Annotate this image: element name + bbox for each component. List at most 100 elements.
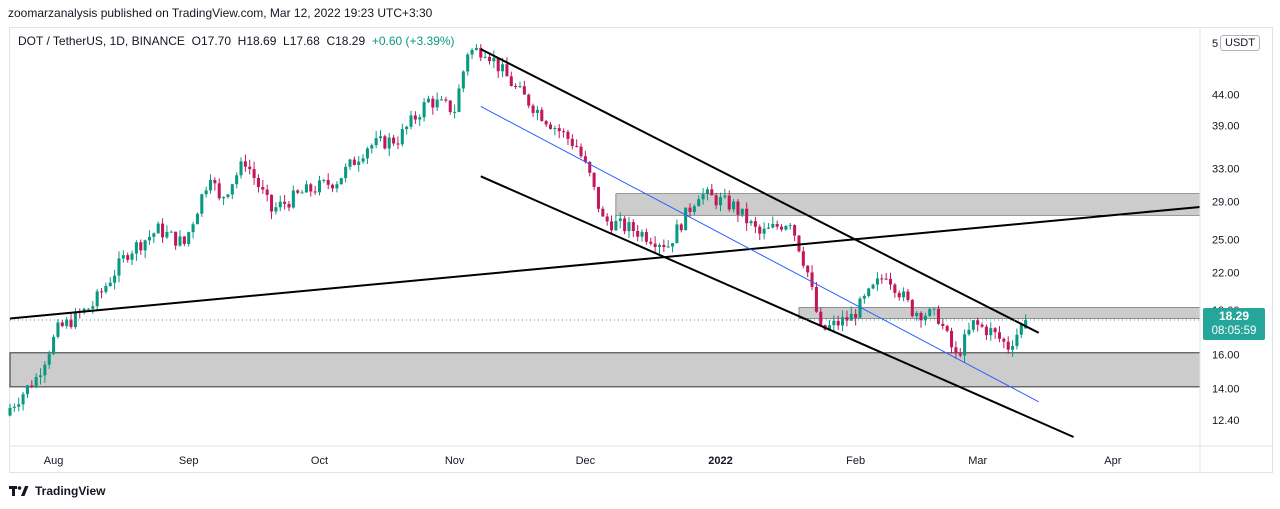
legend-low-label: L: [283, 34, 290, 48]
candle-body: [1011, 346, 1015, 350]
candle-body: [483, 56, 487, 58]
candle-body: [932, 308, 936, 310]
trendlines-layer: [9, 48, 1201, 438]
candle-body: [335, 184, 339, 189]
candle-body: [104, 285, 108, 292]
candle-body: [187, 232, 191, 244]
candle-body: [331, 184, 335, 189]
zone-2: [9, 352, 1201, 388]
candle-body: [701, 193, 705, 200]
candle-body: [971, 320, 975, 330]
candle-body: [993, 328, 997, 333]
candle-body: [753, 221, 757, 227]
candle-body: [758, 226, 762, 234]
candle-body: [963, 334, 967, 356]
y-tick-label: 33.00: [1212, 163, 1240, 175]
candle-body: [448, 100, 452, 112]
legend-low: 17.68: [289, 34, 320, 48]
candle-body: [745, 208, 749, 224]
candle-body: [723, 195, 727, 198]
candle-body: [553, 128, 557, 130]
candle-body: [649, 241, 653, 244]
y-tick-label-top: 5: [1212, 38, 1218, 50]
candle-body: [435, 99, 439, 108]
candle-body: [387, 137, 391, 149]
candle-body: [980, 324, 984, 327]
candle-body: [165, 231, 169, 238]
candle-body: [666, 246, 670, 248]
candle-body: [936, 308, 940, 324]
candle-body: [213, 180, 217, 184]
y-tick-label: 14.00: [1212, 384, 1240, 396]
candle-body: [854, 313, 858, 318]
candle-body: [256, 178, 260, 187]
candle-body: [217, 183, 221, 199]
candle-body: [161, 223, 165, 238]
candle-body: [43, 364, 47, 376]
currency-button[interactable]: USDT: [1220, 35, 1260, 51]
candle-body: [252, 169, 256, 179]
candle-body: [65, 319, 69, 327]
candle-body: [426, 98, 430, 103]
legend-open: 17.70: [200, 34, 231, 48]
candle-body: [496, 57, 500, 72]
candle-body: [357, 161, 361, 166]
candle-body: [548, 124, 553, 129]
candle-body: [191, 224, 195, 233]
candle-body: [60, 322, 64, 327]
candle-body: [849, 313, 853, 321]
candle-body: [1006, 341, 1010, 350]
candle-body: [958, 353, 962, 356]
x-tick-label: Apr: [1104, 455, 1121, 467]
candle-body: [915, 312, 919, 317]
candle-body: [113, 275, 117, 283]
candle-body: [884, 278, 888, 280]
candle-body: [152, 233, 156, 237]
candle-body: [566, 131, 570, 139]
candle-body: [243, 161, 247, 167]
x-tick-label: Feb: [846, 455, 865, 467]
candle-body: [736, 201, 740, 215]
candle-body: [788, 225, 792, 227]
candle-body: [1002, 338, 1006, 342]
candle-body: [174, 231, 178, 246]
candle-body: [226, 194, 230, 197]
footer-brand[interactable]: TradingView: [9, 484, 105, 498]
candle-body: [130, 253, 134, 260]
candle-body: [636, 230, 640, 237]
candle-body: [156, 223, 160, 234]
candle-body: [906, 291, 910, 300]
candle-body: [200, 194, 204, 214]
trendline-3: [480, 106, 1039, 403]
candle-body: [108, 282, 112, 286]
candle-body: [178, 236, 182, 246]
candle-body: [147, 236, 152, 241]
candle-body: [762, 228, 766, 234]
candle-body: [527, 94, 531, 106]
candle-body: [749, 221, 753, 224]
candle-body: [644, 232, 648, 242]
candle-body: [8, 407, 12, 416]
candle-body: [867, 288, 871, 297]
candle-body: [875, 278, 879, 285]
candle-body: [265, 189, 269, 195]
candle-body: [902, 291, 906, 298]
y-tick-label: 29.00: [1212, 197, 1240, 209]
candle-body: [675, 224, 679, 244]
candle-body: [370, 145, 374, 149]
y-tick-label: 39.00: [1212, 120, 1240, 132]
candle-body: [692, 206, 696, 213]
trendline-0: [9, 205, 1201, 320]
candle-body: [570, 138, 574, 146]
candle-body: [12, 406, 16, 408]
candle-body: [400, 129, 404, 145]
y-tick-label: 25.00: [1212, 235, 1240, 247]
candle-body: [950, 330, 954, 348]
candle-body: [91, 306, 95, 309]
chart-frame: [9, 27, 1273, 473]
candle-body: [618, 218, 622, 222]
candle-body: [479, 47, 483, 58]
candle-body: [440, 99, 444, 101]
candle-body: [640, 232, 644, 237]
